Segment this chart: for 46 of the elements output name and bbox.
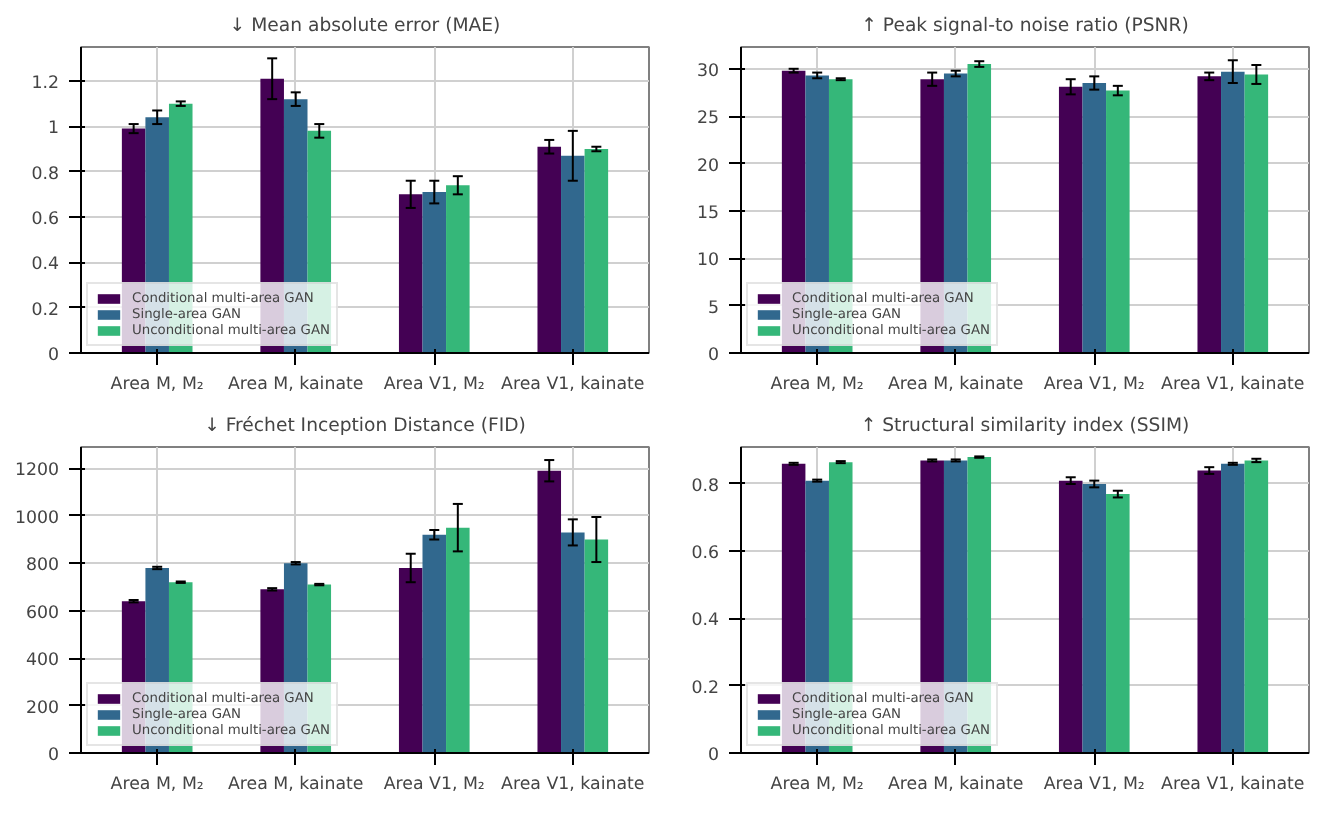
x-tick-label: Area M, M₂ [110,775,204,795]
y-tick-label: 1000 [14,508,59,529]
y-tick-label: 5 [707,298,720,319]
x-tick-label: Area V1, M₂ [1043,375,1145,395]
y-tick-label: 0 [707,746,720,766]
y-tick-label: 0.8 [31,164,60,185]
y-tick-label: 0 [47,746,60,766]
y-tick-label: 800 [25,556,60,577]
y-tick-label: 0.8 [691,476,720,497]
y-tick-label: 1 [47,119,60,140]
y-tick-label: 0.4 [691,611,720,632]
y-tick-label: 0 [707,346,720,366]
y-tick-label: 400 [25,651,60,672]
y-tick-label: 15 [696,203,719,224]
x-tick-label: Area V1, M₂ [383,775,485,795]
x-tick-label: Area M, kainate [888,775,1024,795]
y-tick-label: 1.2 [31,74,60,94]
chart-title: ↓ Mean absolute error (MAE) [229,15,501,37]
y-tick-label: 0 [47,346,60,366]
chart-title: ↓ Fréchet Inception Distance (FID) [204,415,526,437]
x-tick-label: Area M, kainate [228,375,364,395]
y-tick-label: 1200 [14,461,59,482]
y-tick-label: 0.4 [31,255,60,276]
x-tick-label: Area V1, M₂ [1043,775,1145,795]
y-tick-label: 25 [696,109,719,130]
y-tick-label: 0.6 [691,544,720,565]
y-tick-label: 0.2 [31,300,60,321]
x-tick-label: Area V1, kainate [501,375,645,395]
y-tick-label: 10 [696,251,719,272]
y-tick-label: 0.6 [31,210,60,230]
y-tick-label: 0.2 [691,678,720,699]
y-tick-label: 200 [25,698,60,719]
y-tick-label: 600 [25,603,60,624]
x-tick-label: Area M, M₂ [110,375,204,395]
x-tick-label: Area V1, M₂ [383,375,485,395]
chart-title: ↑ Peak signal-to noise ratio (PSNR) [861,15,1189,37]
y-tick-label: 30 [696,61,719,82]
x-tick-label: Area M, kainate [888,375,1024,395]
x-tick-label: Area M, kainate [228,775,364,795]
x-tick-label: Area V1, kainate [1161,375,1305,395]
x-tick-label: Area M, M₂ [770,375,864,395]
y-tick-label: 20 [696,156,719,177]
x-tick-label: Area V1, kainate [501,775,645,795]
x-tick-label: Area M, M₂ [770,775,864,795]
x-tick-label: Area V1, kainate [1161,775,1305,795]
chart-title: ↑ Structural similarity index (SSIM) [860,415,1190,437]
